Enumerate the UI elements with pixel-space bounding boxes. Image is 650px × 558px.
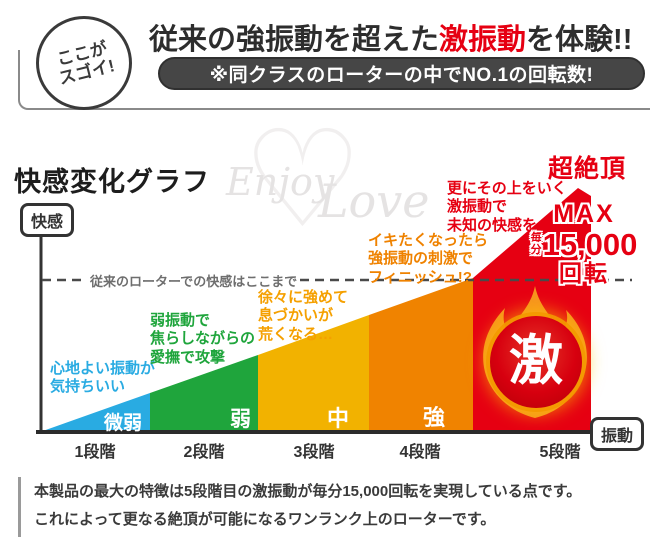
main-headline: 従来の強振動を超えた激振動を体験!!	[149, 16, 632, 58]
annotation-stage4: イキたくなったら 強振動の刺激で フィニッシュ!?	[368, 232, 489, 286]
headline-post: を体験!!	[526, 24, 633, 56]
annotation-stage2: 弱振動で 焦らしながらの 愛撫で攻撃	[150, 312, 256, 366]
footer-note: 本製品の最大の特徴は5段階目の激振動が毎分15,000回転を実現している点です。…	[34, 483, 582, 528]
tick-label-2: 2段階	[183, 444, 225, 461]
watermark-word-love: Love	[318, 174, 430, 228]
rpm-value: 15,000	[542, 227, 638, 262]
geki-emblem: 激	[490, 316, 582, 408]
peak-label: 超絶頂	[548, 155, 627, 183]
annotation-stage3: 徐々に強めて 息づかいが 荒くなる…	[258, 289, 349, 343]
footer-accent-bar	[18, 477, 21, 537]
headline-pre: 従来の強振動を超えた	[149, 24, 440, 56]
threshold-note: 従来のローターでの快感はここまで	[90, 274, 298, 289]
headline-highlight: 激振動	[439, 24, 527, 56]
bar-label-4: 強	[423, 405, 446, 430]
annotation-stage5: 更にその上をいく 激振動で 未知の快感を	[447, 180, 567, 234]
watermark-heart-icon: ♡	[242, 101, 364, 258]
geki-label: 激	[509, 331, 563, 391]
tick-label-4: 4段階	[399, 444, 441, 461]
subtitle-label: ※同クラスのローターの中でNO.1の回転数!	[209, 65, 594, 86]
bar-label-2: 弱	[230, 408, 251, 431]
subtitle-pill: ※同クラスのローターの中でNO.1の回転数!	[158, 57, 645, 90]
tick-label-3: 3段階	[293, 444, 335, 461]
per-minute-label: 毎 分	[530, 231, 542, 256]
annotation-stage1: 心地よい振動が 気持ちいい	[50, 360, 156, 396]
tick-label-1: 1段階	[74, 444, 116, 461]
x-axis-label-box: 振動	[590, 417, 645, 451]
hype-badge: ここが スゴイ!	[36, 16, 132, 110]
hype-badge-label: ここが スゴイ!	[54, 38, 117, 89]
banner-frame	[18, 50, 650, 110]
chart-title: 快感変化グラフ	[14, 167, 210, 197]
max-label: MAX	[553, 200, 615, 228]
tick-label-5: 5段階	[539, 444, 581, 461]
rpm-unit-label: 回転	[559, 260, 609, 286]
watermark-word-enjoy: Enjoy	[226, 160, 335, 204]
y-axis-label-box: 快感	[20, 203, 75, 237]
max-rpm-badge: MAX 毎 分 15,000 回転	[527, 202, 641, 285]
bar-label-1: 微弱	[104, 413, 143, 434]
bar-label-3: 中	[327, 406, 350, 431]
